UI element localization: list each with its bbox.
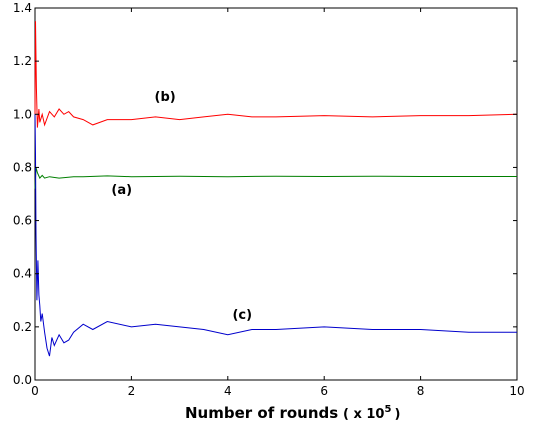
series-annotation: (c)	[232, 308, 252, 323]
y-tick-label: 1.4	[13, 1, 32, 15]
x-tick-label: 4	[224, 384, 232, 398]
y-tick-label: 0.8	[13, 160, 32, 174]
annotations-layer: (b) (a) (c)	[111, 90, 252, 323]
series-layer	[34, 21, 518, 357]
series-line-1	[34, 21, 518, 128]
y-tick-label: 0.2	[13, 320, 32, 334]
y-tick-label: 1.0	[13, 107, 32, 121]
ticks-layer: 0 2 4 6 8 10 0.0 0.2 0.4 0.6 0.8 1.0 1.2 1.4	[13, 1, 525, 398]
y-tick-label: 1.2	[13, 54, 32, 68]
x-tick-label: 10	[509, 384, 524, 398]
x-tick-label: 6	[320, 384, 328, 398]
x-tick-label: 2	[128, 384, 136, 398]
x-tick-label: 8	[417, 384, 425, 398]
plot-frame	[34, 7, 518, 381]
x-tick-label: 0	[31, 384, 39, 398]
y-tick-label: 0.6	[13, 214, 32, 228]
x-axis-unit: ( x 105)	[343, 404, 400, 422]
series-annotation: (b)	[155, 90, 176, 105]
x-axis-unit-base: ( x 10	[343, 407, 384, 422]
x-axis-label: Number of rounds	[185, 404, 338, 422]
series-annotation: (a)	[111, 183, 132, 198]
series-line-0	[34, 167, 517, 189]
series-line-2	[34, 114, 517, 357]
y-tick-label: 0.4	[13, 267, 32, 281]
x-axis-unit-close: )	[394, 407, 400, 422]
y-tick-label: 0.0	[13, 373, 32, 387]
x-axis-unit-exponent: 5	[384, 404, 391, 415]
